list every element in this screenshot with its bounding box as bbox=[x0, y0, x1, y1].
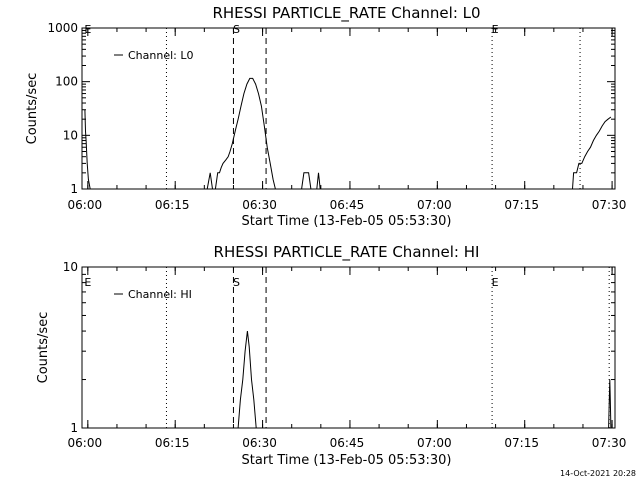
x-tick-label: 06:15 bbox=[155, 436, 190, 450]
series-line bbox=[316, 172, 321, 190]
series-line bbox=[206, 77, 276, 190]
x-tick-label: 06:30 bbox=[242, 198, 277, 212]
chart-title: RHESSI PARTICLE_RATE Channel: L0 bbox=[212, 4, 480, 23]
timestamp-footer: 14-Oct-2021 20:28 bbox=[560, 469, 636, 478]
x-tick-label: 06:45 bbox=[330, 436, 365, 450]
y-tick-label: 100 bbox=[55, 75, 78, 89]
series-line bbox=[84, 109, 91, 190]
chart-panel-hi: RHESSI PARTICLE_RATE Channel: HI 06:00 06:… bbox=[36, 243, 626, 468]
event-marker-label: E bbox=[84, 23, 91, 36]
series-line bbox=[608, 379, 612, 429]
plot-frame bbox=[81, 27, 616, 190]
legend-entry: Channel: L0 bbox=[128, 49, 194, 62]
x-tick-label: 06:00 bbox=[68, 436, 103, 450]
x-tick-label: 06:00 bbox=[68, 198, 103, 212]
x-tick-label: 07:30 bbox=[592, 436, 627, 450]
y-tick-label: 1000 bbox=[47, 21, 78, 35]
chart-panel-lo: RHESSI PARTICLE_RATE Channel: L0 06:00 06:… bbox=[25, 4, 626, 229]
y-tick-label: 1 bbox=[70, 421, 78, 435]
event-marker-label: E bbox=[492, 276, 499, 289]
x-tick-label: 07:00 bbox=[417, 198, 452, 212]
legend-entry: Channel: HI bbox=[128, 288, 192, 301]
event-marker-label: S bbox=[233, 23, 240, 36]
y-tick-label: 10 bbox=[63, 260, 78, 274]
series-line bbox=[237, 331, 257, 429]
series-line bbox=[301, 172, 312, 190]
chart-title: RHESSI PARTICLE_RATE Channel: HI bbox=[214, 243, 480, 262]
x-tick-label: 07:00 bbox=[417, 436, 452, 450]
y-axis-label: Counts/sec bbox=[25, 73, 40, 145]
x-axis-label: Start Time (13-Feb-05 05:53:30) bbox=[242, 453, 452, 468]
x-tick-label: 07:30 bbox=[592, 198, 627, 212]
x-tick-label: 07:15 bbox=[504, 198, 539, 212]
x-tick-label: 06:30 bbox=[242, 436, 277, 450]
plot-frame bbox=[81, 266, 616, 429]
event-marker-label: E bbox=[492, 23, 499, 36]
y-axis-label: Counts/sec bbox=[36, 312, 51, 384]
x-tick-label: 06:45 bbox=[330, 198, 365, 212]
event-marker-label: E bbox=[84, 276, 91, 289]
x-tick-label: 06:15 bbox=[155, 198, 190, 212]
y-tick-label: 1 bbox=[70, 182, 78, 196]
x-tick-label: 07:15 bbox=[504, 436, 539, 450]
series-line bbox=[572, 116, 612, 190]
y-tick-label: 10 bbox=[63, 128, 78, 142]
x-axis-label: Start Time (13-Feb-05 05:53:30) bbox=[242, 214, 452, 229]
event-marker-label: S bbox=[233, 276, 240, 289]
